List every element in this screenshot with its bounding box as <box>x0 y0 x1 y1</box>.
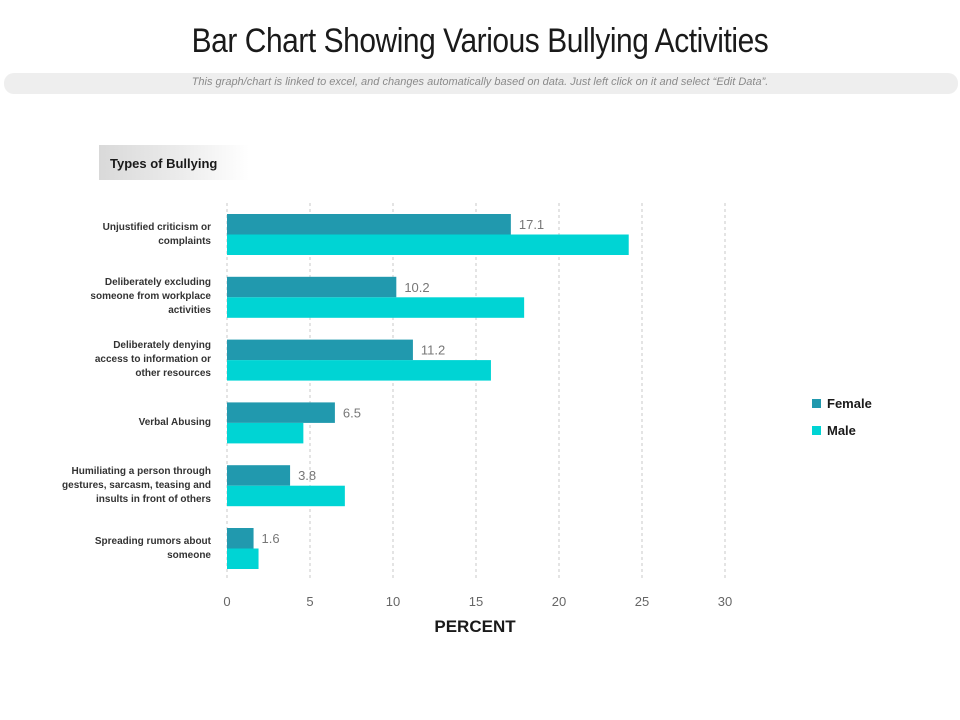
data-label: 17.1 <box>519 217 544 232</box>
category-label-line: complaints <box>158 235 211 247</box>
data-label: 3.8 <box>298 468 316 483</box>
x-axis-title: PERCENT <box>434 617 516 636</box>
data-label: 6.5 <box>343 405 361 420</box>
category-label-line: access to information or <box>94 354 211 366</box>
legend-swatch <box>812 399 821 408</box>
category-label-line: other resources <box>135 368 211 380</box>
data-label: 10.2 <box>404 280 429 295</box>
category-label-line: gestures, sarcasm, teasing and <box>62 479 211 491</box>
bar-male <box>227 297 525 318</box>
legend-label: Female <box>827 396 872 411</box>
bar-male <box>227 548 259 569</box>
x-tick-label: 15 <box>469 594 483 609</box>
bar-female <box>227 339 413 361</box>
bar-female <box>227 528 254 549</box>
legend-label: Male <box>827 423 856 438</box>
bar-male <box>227 234 629 255</box>
bar-female <box>227 402 335 423</box>
subtitle-banner <box>4 73 958 94</box>
category-label: Deliberately denying access to informatio… <box>31 339 211 381</box>
category-label-line: activities <box>168 305 211 317</box>
category-label: Verbal Abusing <box>31 416 211 430</box>
category-label: Humiliating a person through gestures, sa… <box>31 465 211 507</box>
category-label: Unjustified criticism or complaints <box>31 221 211 249</box>
chart-subtitle: This graph/chart is linked to excel, and… <box>191 76 769 88</box>
category-label-line: someone <box>167 549 211 561</box>
category-label-line: Deliberately denying <box>113 340 211 352</box>
legend-item-female: Female <box>812 390 872 417</box>
x-tick-label: 10 <box>386 594 400 609</box>
bar-male <box>227 485 345 507</box>
bar-male <box>227 422 304 444</box>
bar-male <box>227 360 491 381</box>
bar-female <box>227 214 511 235</box>
category-label-line: Unjustified criticism or <box>102 221 211 233</box>
legend-swatch <box>812 426 821 435</box>
category-label: Spreading rumors about someone <box>31 535 211 563</box>
category-label-line: Verbal Abusing <box>138 416 211 428</box>
category-label-line: someone from workplace <box>90 291 211 303</box>
legend-item-male: Male <box>812 417 872 444</box>
category-label-line: insults in front of others <box>96 493 211 505</box>
data-label: 11.2 <box>421 343 445 358</box>
x-tick-label: 0 <box>223 594 230 609</box>
category-label-line: Spreading rumors about <box>94 535 211 547</box>
chart-title: Bar Chart Showing Various Bullying Activ… <box>191 22 769 60</box>
category-label: Deliberately excluding someone from workp… <box>31 276 211 318</box>
x-tick-label: 20 <box>552 594 566 609</box>
bar-female <box>227 276 397 298</box>
category-label-line: Deliberately excluding <box>104 277 211 289</box>
x-tick-label: 25 <box>635 594 649 609</box>
data-label: 1.6 <box>262 531 280 546</box>
bar-female <box>227 465 291 486</box>
legend: Female Male <box>812 390 872 444</box>
category-axis-title: Types of Bullying <box>110 156 218 171</box>
category-label-line: Humiliating a person through <box>71 465 211 477</box>
x-tick-label: 5 <box>306 594 313 609</box>
category-axis-title-box <box>99 145 249 180</box>
x-tick-label: 30 <box>718 594 732 609</box>
